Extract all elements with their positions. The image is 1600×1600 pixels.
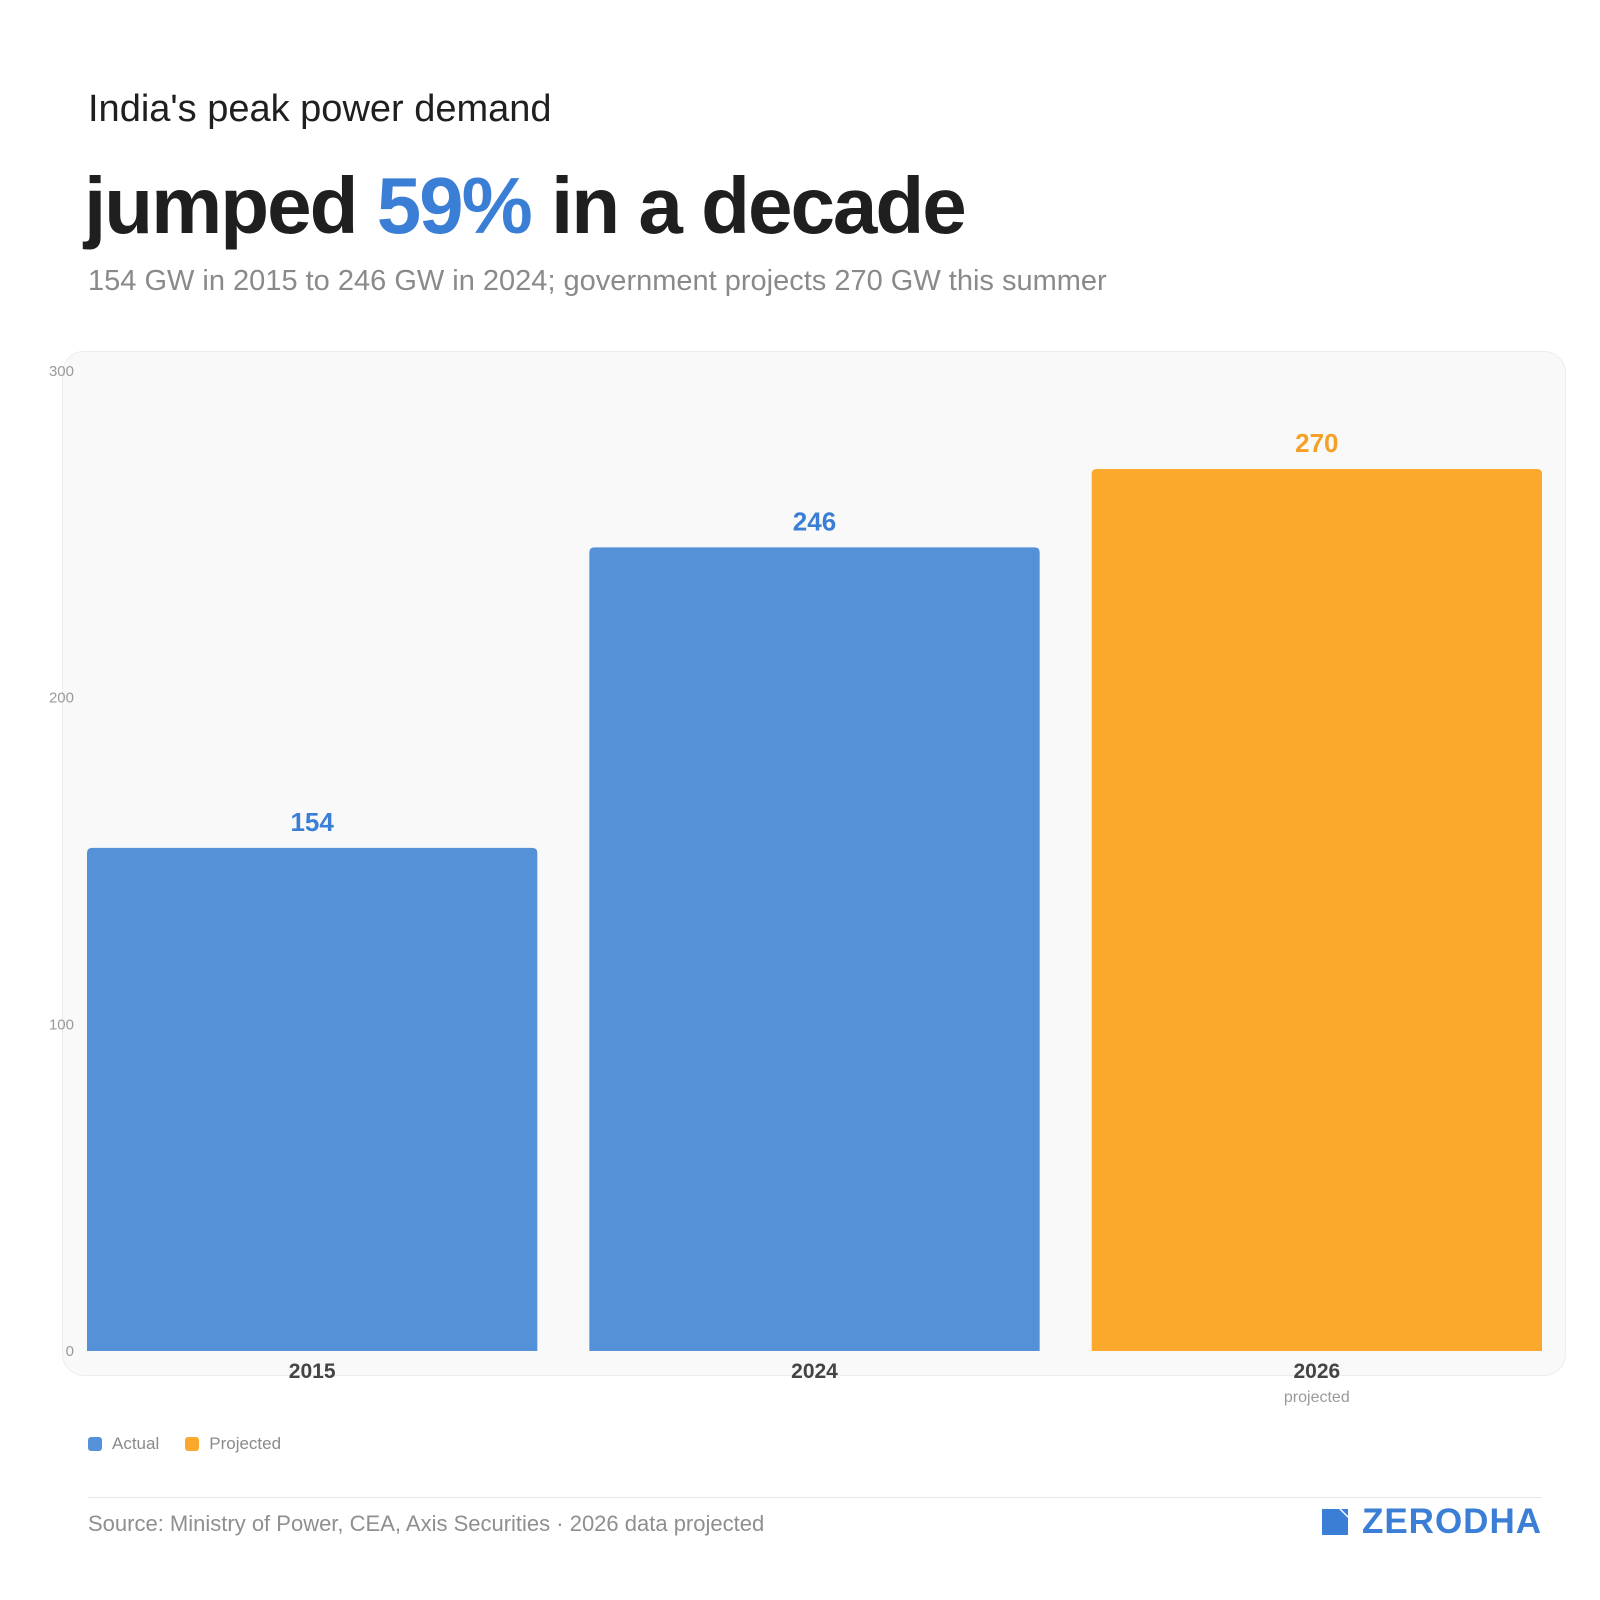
bar-chart: 0 100 200 300 154 2015 246 2024 270 2026 projected	[49, 363, 1542, 1406]
legend-item-projected: Projected	[185, 1434, 281, 1454]
y-tick-label: 0	[66, 1343, 74, 1360]
legend-label-projected: Projected	[209, 1434, 282, 1453]
y-tick-label: 300	[49, 363, 74, 380]
legend-swatch-projected	[185, 1437, 200, 1451]
x-tick-label: 2015	[289, 1360, 336, 1383]
chart-legend: Actual Projected	[88, 1434, 281, 1454]
y-tick-label: 100	[49, 1016, 74, 1033]
headline-post: in a decade	[530, 161, 967, 250]
legend-item-actual: Actual	[88, 1434, 159, 1454]
brand-name: ZERODHA	[1361, 1502, 1542, 1541]
headline-pre: jumped	[84, 161, 377, 250]
zerodha-mark-icon	[1321, 1509, 1348, 1535]
bar	[87, 847, 538, 1351]
x-tick-label: 2024	[791, 1360, 838, 1383]
x-tick-label: 2026	[1293, 1360, 1340, 1383]
headline-accent: 59%	[376, 161, 533, 250]
y-tick-label: 200	[49, 690, 74, 707]
chart-headline: jumped 59% in a decade	[84, 160, 967, 252]
bar	[589, 547, 1040, 1351]
footer-divider	[88, 1497, 1542, 1498]
x-tick-note: projected	[1284, 1389, 1350, 1406]
bar-value-label: 154	[290, 807, 334, 837]
legend-swatch-actual	[88, 1437, 102, 1451]
source-note: Source: Ministry of Power, CEA, Axis Sec…	[88, 1511, 765, 1536]
legend-label-actual: Actual	[112, 1434, 160, 1453]
bar-value-label: 270	[1295, 428, 1338, 458]
brand-logo: ZERODHA	[1321, 1502, 1542, 1542]
bar-value-label: 246	[793, 506, 836, 536]
chart-kicker: India's peak power demand	[88, 88, 552, 130]
bar	[1091, 469, 1542, 1351]
chart-subtitle: 154 GW in 2015 to 246 GW in 2024; govern…	[88, 265, 1107, 297]
